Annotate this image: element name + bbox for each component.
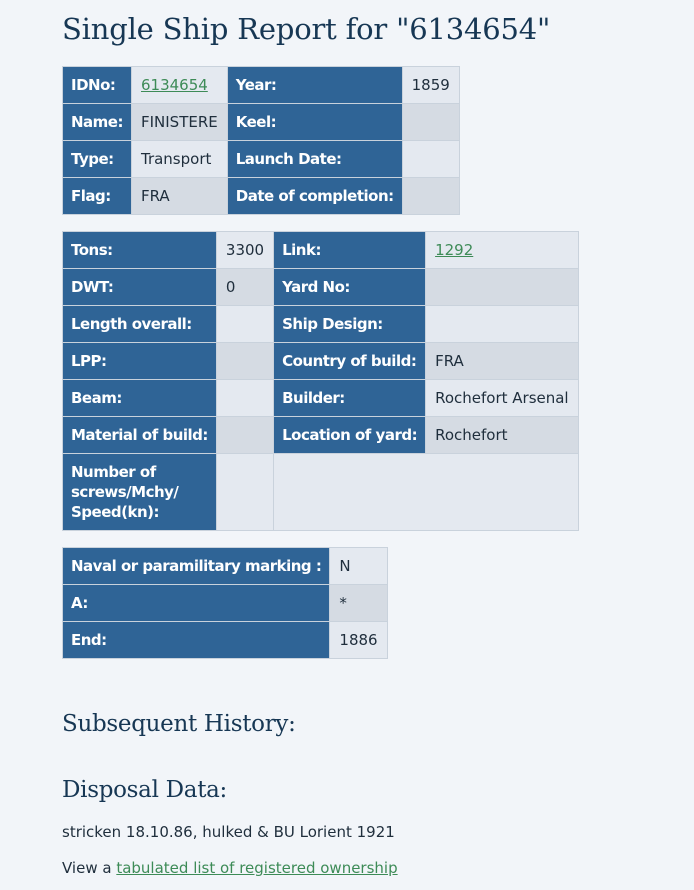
subsequent-history-heading: Subsequent History: <box>62 711 296 737</box>
table-row: Material of build: Location of yard: Roc… <box>62 416 579 454</box>
a-value: * <box>329 584 388 622</box>
table-row: A: * <box>61 584 388 622</box>
length-value <box>215 305 275 343</box>
table-row: Length overall: Ship Design: <box>62 305 579 343</box>
flag-label: Flag: <box>62 177 132 215</box>
name-value: FINISTERE <box>130 103 228 141</box>
location-value: Rochefort <box>425 416 579 454</box>
yard-no-value <box>425 268 579 306</box>
lpp-value <box>215 342 275 380</box>
keel-label: Keel: <box>226 103 403 141</box>
ship-design-value <box>425 305 579 343</box>
type-value: Transport <box>130 140 228 178</box>
launch-date-value <box>401 140 460 178</box>
material-value <box>215 416 275 454</box>
beam-value <box>215 379 275 417</box>
name-label: Name: <box>62 103 132 141</box>
idno-label: IDNo: <box>62 66 132 104</box>
disposal-data-heading: Disposal Data: <box>62 777 228 803</box>
specs-table: Tons: 3300 Link: 1292 DWT: 0 Yard No: Le… <box>62 231 579 531</box>
idno-value: 6134654 <box>130 66 228 104</box>
year-value: 1859 <box>401 66 460 104</box>
table-row: Name: FINISTERE Keel: <box>62 103 460 141</box>
basic-info-table: IDNo: 6134654 Year: 1859 Name: FINISTERE… <box>62 66 460 215</box>
location-label: Location of yard: <box>273 416 427 454</box>
year-label: Year: <box>226 66 403 104</box>
table-row: Naval or paramilitary marking : N <box>61 547 388 585</box>
ship-design-label: Ship Design: <box>273 305 427 343</box>
table-row: Beam: Builder: Rochefort Arsenal <box>62 379 579 417</box>
builder-value: Rochefort Arsenal <box>425 379 579 417</box>
tons-value: 3300 <box>215 231 275 269</box>
table-row: Number of screws/Mchy/ Speed(kn): <box>62 453 579 531</box>
a-label: A: <box>61 584 331 622</box>
idno-link[interactable]: 6134654 <box>140 76 208 94</box>
table-row: Type: Transport Launch Date: <box>62 140 460 178</box>
material-label: Material of build: <box>62 416 217 454</box>
country-value: FRA <box>425 342 579 380</box>
dwt-label: DWT: <box>62 268 217 306</box>
screws-value <box>215 453 275 531</box>
launch-date-label: Launch Date: <box>226 140 403 178</box>
yard-no-label: Yard No: <box>273 268 427 306</box>
completion-date-value <box>401 177 460 215</box>
type-label: Type: <box>62 140 132 178</box>
tons-label: Tons: <box>62 231 217 269</box>
ownership-list-link[interactable]: tabulated list of registered ownership <box>116 859 398 877</box>
table-row: LPP: Country of build: FRA <box>62 342 579 380</box>
keel-value <box>401 103 460 141</box>
dwt-value: 0 <box>215 268 275 306</box>
ownership-line: View a tabulated list of registered owne… <box>62 859 398 877</box>
builder-label: Builder: <box>273 379 427 417</box>
table-row: DWT: 0 Yard No: <box>62 268 579 306</box>
naval-marking-value: N <box>329 547 388 585</box>
empty-cell <box>273 453 579 531</box>
beam-label: Beam: <box>62 379 217 417</box>
marking-table: Naval or paramilitary marking : N A: * E… <box>61 547 388 659</box>
flag-value: FRA <box>130 177 228 215</box>
country-label: Country of build: <box>273 342 427 380</box>
table-row: Tons: 3300 Link: 1292 <box>62 231 579 269</box>
link-label: Link: <box>273 231 427 269</box>
disposal-text: stricken 18.10.86, hulked & BU Lorient 1… <box>62 823 395 841</box>
end-value: 1886 <box>329 621 388 659</box>
completion-date-label: Date of completion: <box>226 177 403 215</box>
link-value: 1292 <box>425 231 579 269</box>
table-row: Flag: FRA Date of completion: <box>62 177 460 215</box>
lpp-label: LPP: <box>62 342 217 380</box>
length-label: Length overall: <box>62 305 217 343</box>
table-row: IDNo: 6134654 Year: 1859 <box>62 66 460 104</box>
ownership-prefix: View a <box>62 859 117 877</box>
page-title: Single Ship Report for "6134654" <box>62 12 551 46</box>
screws-label: Number of screws/Mchy/ Speed(kn): <box>62 453 217 531</box>
table-row: End: 1886 <box>61 621 388 659</box>
link-number-link[interactable]: 1292 <box>435 241 474 259</box>
end-label: End: <box>61 621 331 659</box>
naval-marking-label: Naval or paramilitary marking : <box>61 547 331 585</box>
